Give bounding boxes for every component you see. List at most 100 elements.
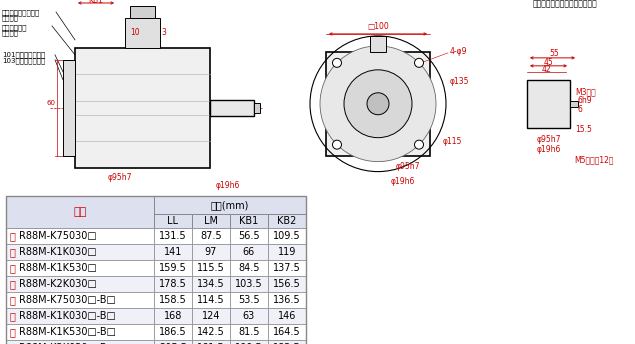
Text: 10: 10 — [130, 29, 140, 37]
Bar — [268, 228, 306, 244]
Text: 178.5: 178.5 — [159, 279, 187, 289]
Bar — [527, 80, 570, 128]
Bar — [6, 196, 306, 344]
Text: R88M-K2K030□: R88M-K2K030□ — [19, 279, 97, 289]
Text: 183.5: 183.5 — [273, 343, 300, 344]
Text: M5（深さ12）: M5（深さ12） — [574, 155, 613, 164]
Text: 205.5: 205.5 — [159, 343, 187, 344]
Text: LM: LM — [204, 216, 218, 226]
Circle shape — [333, 58, 342, 67]
Bar — [192, 340, 230, 344]
Text: コネクタ: コネクタ — [2, 29, 19, 35]
Text: 寸法(mm): 寸法(mm) — [211, 200, 249, 210]
Text: R88M-K75030□: R88M-K75030□ — [19, 231, 97, 241]
Circle shape — [367, 93, 389, 115]
Text: 56.5: 56.5 — [238, 231, 260, 241]
Text: KB1: KB1 — [239, 216, 258, 226]
Bar — [192, 292, 230, 308]
Text: 134.5: 134.5 — [197, 279, 225, 289]
Text: 形式: 形式 — [73, 207, 86, 217]
Bar — [154, 214, 192, 228]
Text: 100.5: 100.5 — [235, 343, 263, 344]
Bar — [192, 276, 230, 292]
Text: 124: 124 — [201, 311, 220, 321]
Text: 53.5: 53.5 — [238, 295, 260, 305]
Text: 形: 形 — [10, 311, 16, 321]
Text: 55: 55 — [550, 50, 559, 58]
Text: 97: 97 — [204, 247, 217, 257]
Text: φ19h6: φ19h6 — [391, 177, 415, 186]
Bar — [268, 244, 306, 260]
Text: 131.5: 131.5 — [159, 231, 187, 241]
Text: 164.5: 164.5 — [273, 327, 300, 337]
Text: 137.5: 137.5 — [273, 263, 300, 273]
Text: φ95h7: φ95h7 — [536, 135, 561, 144]
Bar — [192, 228, 230, 244]
Text: 4-φ9: 4-φ9 — [450, 47, 467, 56]
Text: R88M-K1K030□: R88M-K1K030□ — [19, 247, 97, 257]
Text: 141: 141 — [164, 247, 182, 257]
Bar — [230, 276, 268, 292]
Text: M3貫通: M3貫通 — [575, 87, 596, 96]
Text: R88M-K1K530□: R88M-K1K530□ — [19, 263, 97, 273]
Text: R88M-K1K530□-B□: R88M-K1K530□-B□ — [19, 327, 116, 337]
Text: 63: 63 — [243, 311, 255, 321]
Text: KB2: KB2 — [277, 216, 297, 226]
Text: 60: 60 — [46, 100, 55, 106]
Bar — [192, 260, 230, 276]
Text: 119: 119 — [277, 247, 296, 257]
Text: コネクタ: コネクタ — [2, 14, 19, 21]
Text: R88M-K2K030□-B□: R88M-K2K030□-B□ — [19, 343, 116, 344]
Text: 42: 42 — [542, 65, 551, 74]
Bar — [192, 244, 230, 260]
Bar — [230, 308, 268, 324]
Text: 115.5: 115.5 — [197, 263, 225, 273]
Text: 159.5: 159.5 — [159, 263, 187, 273]
Text: KB1: KB1 — [88, 0, 104, 5]
Text: 45: 45 — [544, 58, 553, 67]
Bar — [154, 260, 192, 276]
Circle shape — [344, 70, 412, 138]
Bar — [570, 101, 578, 107]
Text: 156.5: 156.5 — [273, 279, 300, 289]
Bar — [6, 276, 154, 292]
Text: 136.5: 136.5 — [273, 295, 300, 305]
Text: 6h9: 6h9 — [578, 96, 592, 105]
Bar — [6, 324, 154, 340]
Bar — [63, 60, 75, 155]
Text: φ19h6: φ19h6 — [537, 145, 561, 154]
Bar — [154, 340, 192, 344]
Bar — [130, 6, 155, 18]
Bar — [6, 292, 154, 308]
Text: 168: 168 — [164, 311, 182, 321]
Bar — [6, 308, 154, 324]
Circle shape — [415, 140, 424, 149]
Text: □100: □100 — [367, 22, 389, 31]
Bar — [268, 276, 306, 292]
Bar — [154, 196, 306, 214]
Text: 84.5: 84.5 — [238, 263, 260, 273]
Bar — [326, 52, 430, 155]
Text: エンコーダ用: エンコーダ用 — [2, 24, 27, 31]
Bar — [192, 214, 230, 228]
Bar — [6, 196, 154, 228]
Bar — [254, 103, 260, 113]
Bar — [125, 18, 160, 48]
Bar — [230, 228, 268, 244]
Bar — [6, 244, 154, 260]
Bar — [154, 244, 192, 260]
Circle shape — [320, 46, 436, 162]
Text: R88M-K75030□-B□: R88M-K75030□-B□ — [19, 295, 116, 305]
Text: 形: 形 — [10, 343, 16, 344]
Bar — [154, 228, 192, 244]
Text: 87.5: 87.5 — [200, 231, 222, 241]
Text: 形: 形 — [10, 231, 16, 241]
Text: φ135: φ135 — [450, 77, 469, 86]
Bar — [230, 214, 268, 228]
Bar — [210, 100, 254, 116]
Text: φ95h7: φ95h7 — [108, 173, 132, 182]
Text: 形: 形 — [10, 247, 16, 257]
Bar — [192, 324, 230, 340]
Text: 101（ブレーキ無）: 101（ブレーキ無） — [2, 52, 45, 58]
Bar — [230, 324, 268, 340]
